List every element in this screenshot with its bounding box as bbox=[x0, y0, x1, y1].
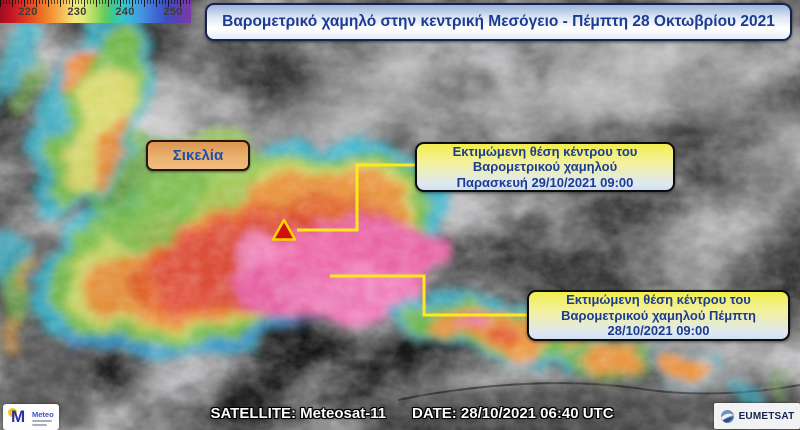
meteo-tagline-bar bbox=[32, 420, 52, 422]
colorbar-label-220: 220 bbox=[18, 6, 38, 18]
callout-friday-position: Εκτιμώμενη θέση κέντρου του Βαρομετρικού… bbox=[415, 142, 675, 192]
meteo-m-icon: M bbox=[11, 407, 26, 426]
satellite-info: SATELLITE: Meteosat-11 bbox=[210, 405, 387, 422]
meteo-logo: M Meteo bbox=[3, 404, 59, 430]
footer-status-text: SATELLITE: Meteosat-11 DATE: 28/10/2021 0… bbox=[210, 405, 613, 422]
callout-thursday-position: Εκτιμώμενη θέση κέντρου του Βαρομετρικού… bbox=[527, 290, 790, 341]
callout-friday-line2: Βαρομετρικού χαμηλού bbox=[472, 159, 618, 175]
meteo-logo-text: Meteo bbox=[32, 410, 54, 419]
date-info: DATE: 28/10/2021 06:40 UTC bbox=[412, 405, 614, 422]
region-label-text: Σικελία bbox=[172, 147, 224, 164]
colorbar-label-240: 240 bbox=[115, 6, 135, 18]
eumetsat-globe-icon bbox=[720, 409, 734, 423]
region-label-sicily: Σικελία bbox=[146, 140, 250, 171]
page-title: Βαρομετρικό χαμηλό στην κεντρική Μεσόγει… bbox=[222, 13, 775, 30]
connector-line-thursday bbox=[330, 274, 528, 317]
callout-friday-line3: Παρασκευή 29/10/2021 09:00 bbox=[456, 174, 634, 190]
title-banner: Βαρομετρικό χαμηλό στην κεντρική Μεσόγει… bbox=[205, 3, 792, 41]
meteo-sun-icon bbox=[8, 408, 17, 417]
callout-friday-line1: Εκτιμώμενη θέση κέντρου του bbox=[452, 143, 638, 159]
callout-thursday-line1: Εκτιμώμενη θέση κέντρου του bbox=[566, 292, 751, 308]
eumetsat-logo-text: EUMETSAT bbox=[738, 410, 795, 422]
callout-thursday-line2: Βαρομετρικού χαμηλού Πέμπτη bbox=[561, 307, 756, 323]
eumetsat-logo: EUMETSAT bbox=[714, 403, 800, 429]
storm-center-marker bbox=[271, 218, 297, 241]
meteo-tagline-bar bbox=[32, 424, 47, 426]
callout-thursday-line3: 28/10/2021 09:00 bbox=[607, 323, 710, 339]
colorbar-label-250: 250 bbox=[163, 6, 183, 18]
colorbar-ticks-major bbox=[0, 0, 191, 7]
colorbar-label-230: 230 bbox=[67, 6, 87, 18]
connector-line-friday bbox=[297, 163, 416, 232]
temperature-colorbar: 220 230 240 250 bbox=[0, 0, 191, 23]
